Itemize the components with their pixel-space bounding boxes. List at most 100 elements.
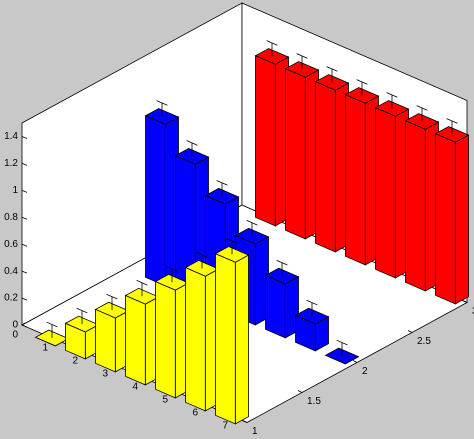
bar (254, 48, 290, 227)
y-tick-label: 2 (362, 366, 368, 377)
y-tick-label: 1.5 (307, 396, 321, 407)
bar (374, 100, 410, 279)
y-tick (352, 360, 358, 363)
error-cap (446, 118, 458, 124)
x-tick-label: 0 (12, 330, 18, 341)
z-tick (21, 163, 28, 166)
bar-front (65, 322, 86, 360)
error-bar (216, 180, 228, 197)
error-bar (326, 66, 338, 83)
bar-front (185, 267, 206, 412)
bar (404, 113, 440, 292)
x-tick (21, 322, 26, 326)
bar-front (325, 354, 346, 365)
error-cap (216, 180, 228, 186)
bar (284, 61, 320, 240)
bar-front (265, 274, 286, 339)
bar-front (215, 253, 236, 425)
error-cap (106, 293, 118, 300)
z-tick (21, 270, 28, 274)
error-bar (386, 92, 398, 109)
y-tick (462, 300, 468, 303)
z-tick (21, 243, 28, 247)
x-tick-label: 1 (42, 343, 48, 354)
bar-front (35, 336, 56, 347)
error-bar (156, 100, 168, 117)
error-cap (356, 79, 368, 85)
error-cap (306, 299, 318, 306)
bar-front (405, 120, 426, 292)
bar-front (285, 68, 306, 240)
error-cap (166, 266, 178, 272)
error-cap (186, 140, 198, 146)
error-bar (296, 53, 308, 70)
bar (94, 301, 130, 373)
z-tick-label: 0.2 (4, 293, 18, 304)
bar (214, 246, 250, 425)
error-cap (326, 66, 338, 72)
error-bar (226, 238, 238, 255)
z-tick-label: 0.6 (4, 239, 18, 250)
error-cap (386, 92, 398, 98)
error-cap (266, 40, 278, 46)
error-cap (296, 53, 308, 59)
error-cap (336, 339, 348, 346)
z-tick-label: 1.4 (4, 131, 18, 142)
x-tick-label: 7 (222, 421, 228, 432)
z-tick (21, 189, 28, 193)
error-bar (266, 40, 278, 57)
error-cap (156, 100, 168, 106)
x-tick-label: 2 (72, 356, 78, 367)
error-cap (46, 321, 58, 328)
bar (124, 287, 160, 386)
error-bar (196, 252, 208, 269)
error-cap (226, 238, 238, 244)
error-bar (166, 266, 178, 283)
error-bar (306, 299, 318, 317)
z-tick-label: 1 (12, 185, 18, 196)
bar-front (315, 81, 336, 253)
error-bar (446, 118, 458, 135)
bar-side (234, 254, 249, 425)
z-tick (21, 216, 28, 220)
error-bar (276, 259, 288, 277)
bar-side (454, 134, 469, 305)
bar (264, 267, 300, 339)
z-tick-label: 0.8 (4, 212, 18, 223)
y-tick (407, 330, 413, 333)
x-tick-label: 5 (162, 395, 168, 406)
error-bar (186, 140, 198, 157)
bar-front (145, 115, 166, 287)
error-bar (136, 280, 148, 297)
z-tick-label: 0 (12, 320, 18, 331)
bar-front (125, 294, 146, 386)
bar-front (95, 308, 116, 373)
x-tick-label: 4 (132, 382, 138, 393)
bar (344, 87, 380, 266)
bar-front (155, 280, 176, 399)
bar-front (375, 107, 396, 279)
z-tick-label: 0.4 (4, 266, 18, 277)
error-cap (196, 252, 208, 258)
error-bar (356, 79, 368, 96)
x-tick-label: 3 (102, 369, 108, 380)
y-tick (242, 420, 248, 423)
z-tick (21, 324, 28, 328)
x-tick-label: 6 (192, 408, 198, 419)
bar-front (345, 94, 366, 266)
error-bar (106, 293, 118, 311)
error-cap (76, 307, 88, 314)
error-cap (136, 280, 148, 286)
error-bar (46, 321, 58, 338)
bar-front (295, 314, 316, 352)
error-bar (76, 307, 88, 325)
z-tick (21, 297, 28, 301)
y-tick-label: 1 (252, 426, 258, 437)
bar (154, 273, 190, 399)
bar (314, 74, 350, 253)
bar-front (255, 55, 276, 227)
bar (184, 259, 220, 412)
bar (144, 108, 180, 287)
